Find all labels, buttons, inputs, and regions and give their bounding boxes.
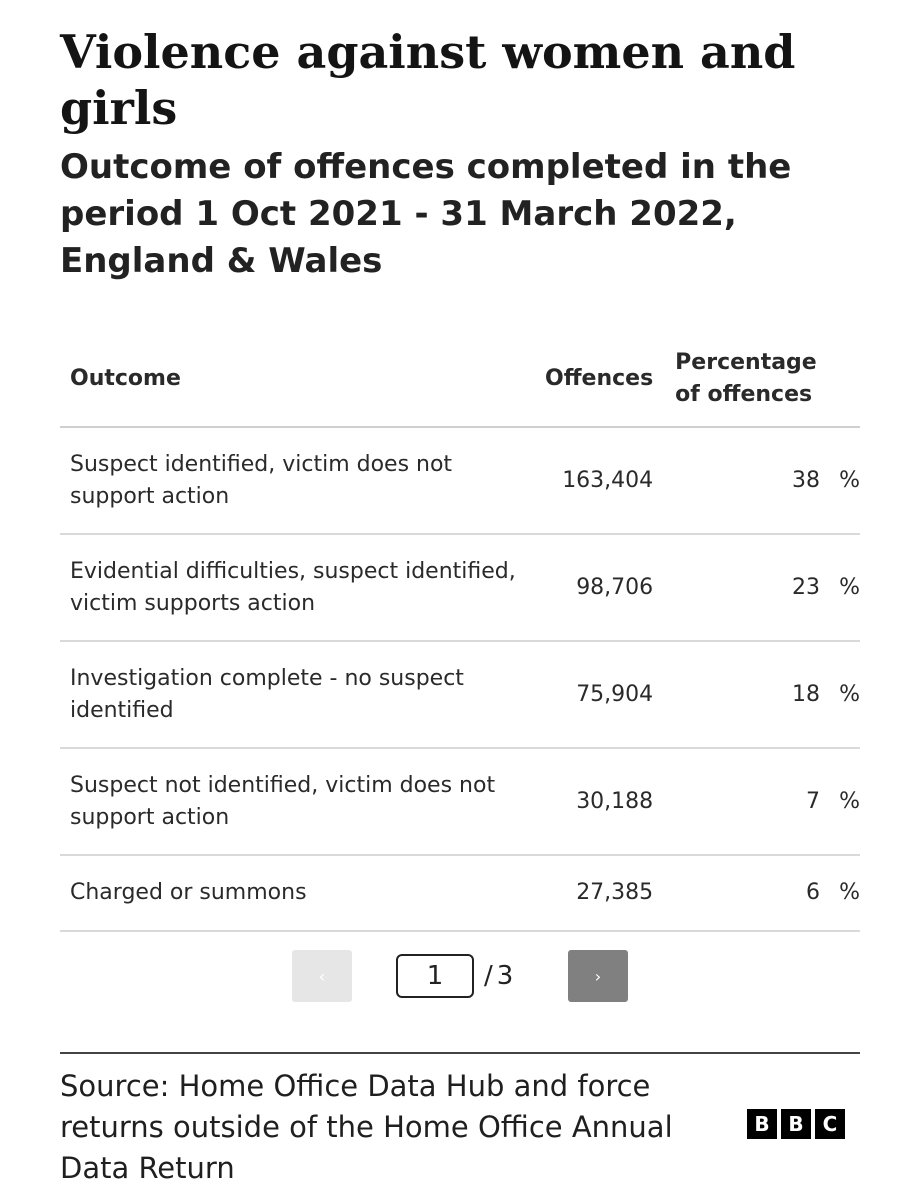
cell-percentage: 7% <box>653 748 860 856</box>
pagination: ‹ /3 › <box>60 950 860 1002</box>
percentage-value: 7 <box>806 788 820 814</box>
column-header-outcome: Outcome <box>60 332 539 428</box>
table-row: Charged or summons 27,385 6% <box>60 855 860 932</box>
cell-offences: 75,904 <box>538 641 654 749</box>
column-header-percentage: Percentage of offences <box>653 332 860 428</box>
cell-percentage: 23% <box>653 534 860 642</box>
page-number-input[interactable] <box>396 954 474 998</box>
column-header-offences: Offences <box>538 332 654 428</box>
percentage-unit: % <box>839 788 860 814</box>
cell-outcome: Suspect not identified, victim does not … <box>60 748 539 856</box>
total-pages: 3 <box>496 961 514 991</box>
data-table: Outcome Offences Percentage of offences … <box>60 332 860 932</box>
table-row: Evidential difficulties, suspect identif… <box>60 534 860 642</box>
cell-offences: 98,706 <box>538 534 654 642</box>
table-body: Suspect identified, victim does not supp… <box>60 427 860 932</box>
source-note: Source: Home Office Data Hub and force r… <box>60 1069 673 1185</box>
percentage-unit: % <box>839 681 860 707</box>
percentage-value: 6 <box>806 880 820 905</box>
page-total: /3 <box>484 958 513 994</box>
next-page-button[interactable]: › <box>568 950 628 1002</box>
percentage-unit: % <box>839 880 860 905</box>
chart-title: Violence against women and girls <box>60 25 796 135</box>
cell-percentage: 38% <box>653 427 860 535</box>
table-header-row: Outcome Offences Percentage of offences <box>60 332 860 428</box>
bbc-logo: B B C <box>747 1109 845 1139</box>
table-row: Investigation complete - no suspect iden… <box>60 641 860 749</box>
footer-divider <box>60 1052 860 1054</box>
percentage-unit: % <box>839 574 860 600</box>
table-header: Outcome Offences Percentage of offences <box>60 332 860 428</box>
cell-percentage: 18% <box>653 641 860 749</box>
cell-percentage: 6% <box>653 855 860 932</box>
percentage-unit: % <box>839 467 860 493</box>
previous-page-button[interactable]: ‹ <box>292 950 352 1002</box>
cell-offences: 30,188 <box>538 748 654 856</box>
logo-letter-1: B <box>747 1109 777 1139</box>
percentage-value: 18 <box>792 681 820 707</box>
cell-outcome: Evidential difficulties, suspect identif… <box>60 534 539 642</box>
logo-letter-3: C <box>815 1109 845 1139</box>
table-row: Suspect not identified, victim does not … <box>60 748 860 856</box>
percentage-value: 38 <box>792 467 820 493</box>
cell-outcome: Suspect identified, victim does not supp… <box>60 427 539 535</box>
chart-card: Violence against women and girls Outcome… <box>60 0 860 1185</box>
percentage-value: 23 <box>792 574 820 600</box>
column-header-percentage-text: Percentage of offences <box>675 350 817 407</box>
table-row: Suspect identified, victim does not supp… <box>60 427 860 535</box>
page-separator: / <box>484 961 493 991</box>
chart-subtitle: Outcome of offences completed in the per… <box>60 147 792 281</box>
cell-offences: 163,404 <box>538 427 654 535</box>
cell-outcome: Investigation complete - no suspect iden… <box>60 641 539 749</box>
cell-offences: 27,385 <box>538 855 654 932</box>
cell-outcome: Charged or summons <box>60 855 539 932</box>
logo-letter-2: B <box>781 1109 811 1139</box>
